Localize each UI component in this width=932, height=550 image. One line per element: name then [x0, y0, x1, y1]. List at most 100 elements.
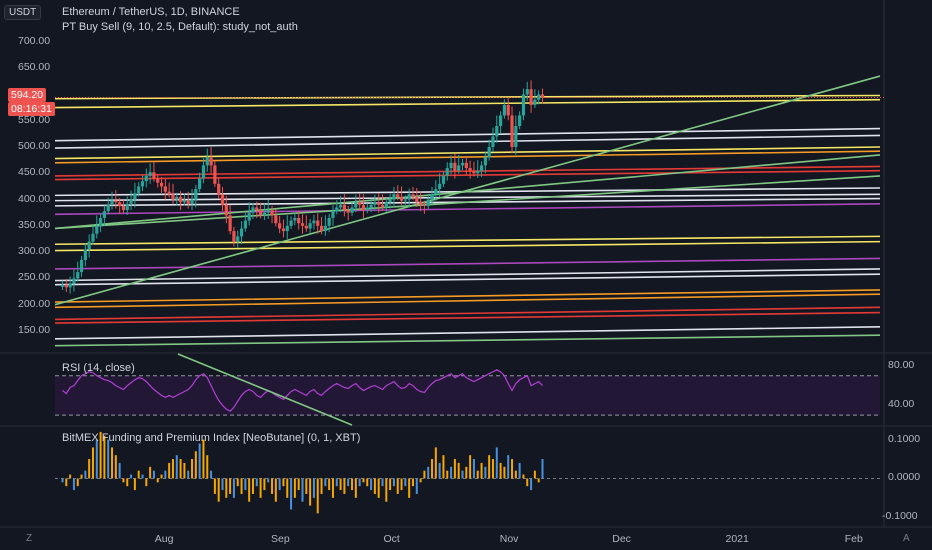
candle — [198, 178, 202, 190]
candle — [220, 194, 225, 205]
candle — [224, 204, 228, 216]
candle — [60, 284, 65, 287]
funding-bar — [286, 478, 289, 498]
candle — [407, 194, 411, 200]
candle — [392, 194, 396, 200]
funding-bar — [111, 447, 114, 479]
trend-line — [54, 311, 881, 324]
candle — [521, 94, 526, 116]
candle — [87, 241, 91, 250]
auto-scale-icon[interactable]: A — [903, 533, 910, 544]
candle — [487, 147, 491, 158]
candle — [388, 199, 392, 203]
funding-bar — [495, 447, 498, 479]
funding-bar — [450, 466, 453, 479]
trend-line — [54, 293, 881, 309]
funding-bar — [385, 478, 388, 502]
rsi-pane-label[interactable]: RSI (14, close) — [62, 362, 135, 374]
price-axis-label: 450.00 — [18, 166, 51, 179]
candle — [125, 203, 129, 211]
candle — [213, 165, 217, 184]
funding-bar — [168, 462, 171, 479]
candle — [163, 186, 167, 192]
funding-bar — [507, 455, 510, 479]
candle — [68, 283, 72, 288]
funding-bar — [99, 431, 102, 479]
candle — [540, 94, 545, 98]
candle — [133, 193, 137, 200]
candle — [289, 220, 293, 226]
funding-bar — [65, 478, 68, 487]
candle — [232, 231, 236, 242]
time-axis-label: Aug — [154, 533, 174, 545]
funding-bar — [240, 478, 243, 494]
candle — [251, 207, 255, 213]
candle — [114, 200, 118, 203]
funding-bar — [537, 478, 540, 483]
funding-bar — [278, 478, 281, 491]
funding-bar — [76, 478, 79, 487]
funding-bar — [370, 478, 373, 491]
funding-bar — [461, 470, 464, 479]
candle — [342, 204, 347, 211]
candle — [510, 115, 514, 148]
funding-bar — [133, 478, 136, 491]
funding-bar — [324, 478, 327, 487]
trend-line — [54, 325, 881, 340]
candle — [373, 202, 377, 205]
funding-bar — [408, 478, 411, 498]
candle — [106, 204, 110, 212]
trend-line — [54, 175, 881, 230]
funding-axis-label: 0.1000 — [888, 432, 921, 445]
funding-bar — [312, 478, 315, 498]
funding-pane-label[interactable]: BitMEX Funding and Premium Index [NeoBut… — [62, 432, 361, 444]
candle — [430, 194, 434, 200]
candle — [186, 200, 190, 204]
funding-bar — [358, 478, 361, 487]
funding-bar — [396, 478, 399, 494]
price-axis-label: 200.00 — [18, 297, 51, 310]
candle — [457, 165, 461, 171]
funding-bar — [457, 462, 460, 479]
candle — [270, 210, 274, 216]
candle — [148, 172, 152, 176]
funding-bar — [381, 478, 384, 487]
candle — [358, 202, 362, 205]
funding-axis-label: -0.1000 — [882, 510, 918, 523]
candle — [167, 191, 171, 195]
funding-bar — [297, 478, 300, 491]
time-axis-label: Nov — [499, 533, 519, 545]
timezone-icon[interactable]: Z — [26, 533, 33, 544]
candle — [228, 215, 232, 232]
candle — [533, 99, 537, 105]
candle — [365, 207, 369, 211]
funding-bar — [522, 474, 525, 479]
candle — [171, 194, 175, 200]
candle — [190, 199, 194, 204]
study-label[interactable]: PT Buy Sell (9, 10, 2.5, Default): study… — [62, 21, 298, 33]
candle — [258, 210, 263, 216]
funding-bar — [472, 459, 475, 479]
candle — [72, 278, 76, 284]
candle — [361, 204, 366, 211]
funding-bar — [69, 474, 72, 479]
candle — [118, 202, 122, 206]
funding-bar — [160, 474, 163, 479]
candle — [239, 228, 244, 237]
candle — [95, 225, 99, 234]
candle — [175, 196, 179, 200]
funding-bar — [434, 447, 437, 479]
candle — [506, 104, 510, 116]
funding-bar — [373, 478, 376, 494]
candle — [464, 162, 468, 169]
funding-bar — [377, 478, 380, 498]
candle — [479, 165, 484, 171]
candle — [434, 189, 438, 195]
funding-bar — [518, 462, 521, 479]
funding-bar — [423, 470, 426, 479]
funding-bar — [491, 459, 494, 479]
funding-bar — [149, 466, 152, 479]
funding-bar — [419, 478, 422, 483]
currency-selector[interactable]: USDT — [4, 5, 42, 20]
